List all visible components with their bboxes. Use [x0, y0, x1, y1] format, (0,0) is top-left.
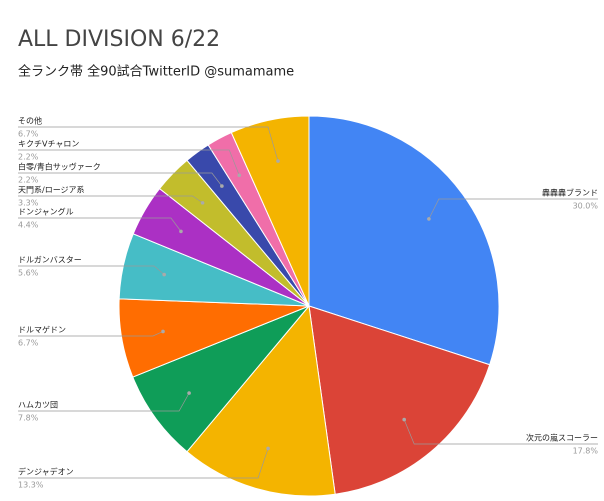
leader-line [18, 195, 203, 204]
leader-dot [266, 446, 270, 451]
leader-dot [427, 217, 431, 221]
slice-label: ハムカツ団 [18, 401, 58, 410]
slice-value-label: 7.8% [18, 414, 39, 423]
slice-label: キクチVチャロン [18, 140, 79, 149]
leader-line [428, 198, 598, 220]
leader-dot [179, 229, 183, 234]
slice-label: ドルマゲドン [18, 325, 66, 335]
chart-title: ALL DIVISION 6/22 [18, 27, 220, 52]
leader-dot [276, 159, 280, 163]
leader-dot [187, 391, 191, 395]
leader-line [18, 448, 269, 479]
slice-value-label: 17.8% [573, 447, 599, 456]
slice-label: その他 [18, 116, 42, 126]
leader-dot [200, 201, 205, 205]
chart-subtitle: 全ランク帯 全90試合TwitterID @sumamame [18, 64, 294, 80]
pie-slice [186, 304, 336, 497]
slice-value-label: 6.7% [18, 339, 39, 348]
leader-dot [161, 329, 165, 334]
slice-value-label: 30.0% [573, 202, 599, 211]
leader-line [18, 392, 190, 412]
leader-dot [402, 417, 406, 422]
slice-value-label: 2.2% [18, 153, 39, 162]
leader-line [18, 149, 240, 176]
slice-value-label: 5.6% [18, 269, 39, 278]
slice-label: 次元の嵐スコーラー [526, 433, 598, 443]
slice-value-label: 13.3% [18, 481, 44, 490]
leader-line [18, 217, 182, 232]
pie-slice [132, 305, 310, 453]
slice-label: 天門系/ロージア系 [18, 185, 85, 195]
slice-label: 白零/青白サッヴァーク [18, 162, 101, 172]
pie-slice [230, 115, 310, 307]
slice-label: 轟轟轟ブランド [542, 188, 598, 198]
leader-dot [220, 184, 224, 188]
leader-line [18, 331, 164, 337]
slice-value-label: 2.2% [18, 176, 39, 185]
slice-value-label: 6.7% [18, 130, 39, 139]
leader-line [403, 419, 598, 445]
pie-slice [308, 115, 500, 366]
slice-label: ドルガンバスター [18, 255, 82, 265]
leader-line [18, 126, 279, 162]
leader-line [18, 172, 223, 187]
slice-value-label: 4.4% [18, 221, 39, 230]
pie-slice [308, 305, 491, 495]
leader-dot [237, 173, 242, 178]
slice-value-label: 3.3% [18, 199, 39, 208]
leader-line [18, 265, 165, 275]
leader-dot [162, 272, 166, 277]
slice-label: デンジャデオン [18, 467, 74, 477]
slice-label: ドンジャングル [18, 207, 74, 217]
